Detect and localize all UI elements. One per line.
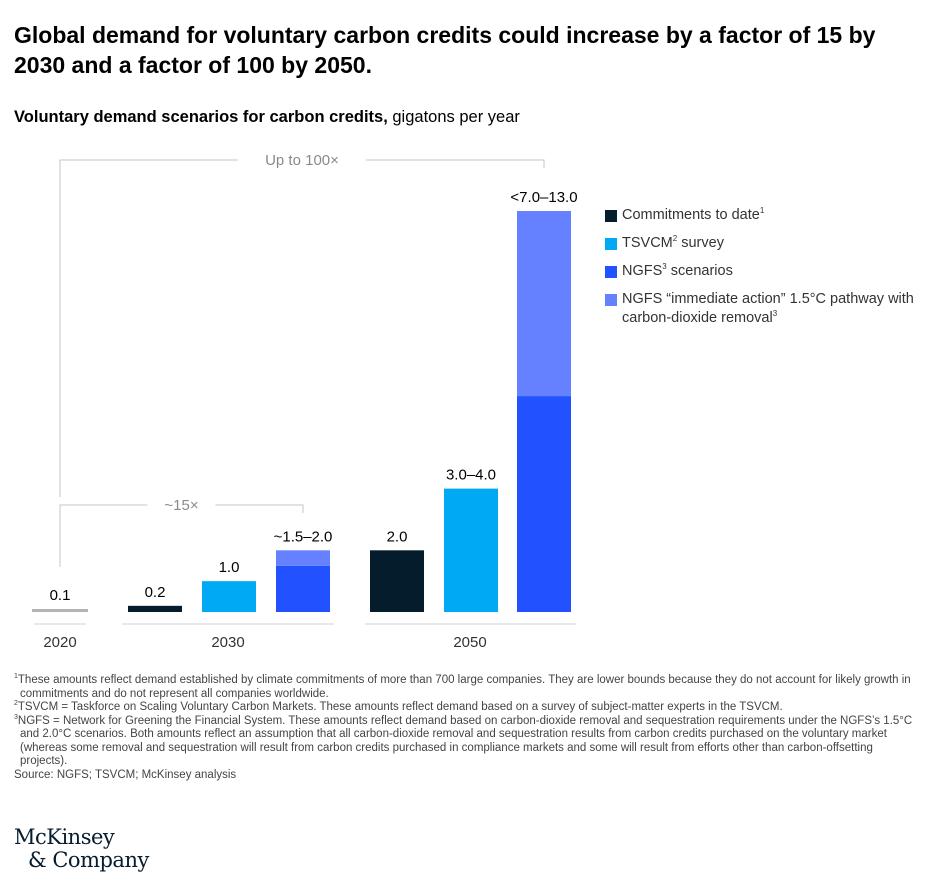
legend-footnote-marker: 1 <box>759 206 765 216</box>
bar-2050-ngfs_immediate <box>517 211 571 397</box>
legend-text-suffix: survey <box>677 235 724 251</box>
data-label-2020-baseline: 0.1 <box>50 587 71 604</box>
footnote-2: 2TSVCM = Taskforce on Scaling Voluntary … <box>14 700 914 715</box>
category-label-2050: 2050 <box>453 634 486 651</box>
data-label-2050-commitments: 2.0 <box>387 528 408 545</box>
category-label-2020: 2020 <box>43 634 76 651</box>
bar-2030-ngfs <box>276 565 330 612</box>
footnote-1-marker: 1 <box>14 673 18 681</box>
footnote-2-text: TSVCM = Taskforce on Scaling Voluntary C… <box>17 701 783 713</box>
footnote-3-text: NGFS = Network for Greening the Financia… <box>17 714 913 768</box>
footnote-1: 1These amounts reflect demand establishe… <box>14 673 914 701</box>
legend-swatch-ngfs_immediate <box>605 294 617 306</box>
bracket-1 <box>59 504 304 567</box>
data-label-2030-ngfs: ~1.5–2.0 <box>274 528 333 545</box>
legend-footnote-marker: 3 <box>772 309 778 319</box>
data-label-2030-commitments: 0.2 <box>145 584 166 601</box>
chart-subtitle: Voluntary demand scenarios for carbon cr… <box>14 108 520 127</box>
footnote-3: 3NGFS = Network for Greening the Financi… <box>14 713 914 769</box>
footnote-3-marker: 3 <box>14 713 18 721</box>
legend-item-tsvcm: TSVCM2 survey <box>605 234 925 253</box>
data-label-2030-tsvcm: 1.0 <box>219 559 240 576</box>
legend-swatch-tsvcm <box>605 238 617 250</box>
legend-text-commitments: Commitments to date <box>622 207 760 223</box>
bracket-label-0: Up to 100× <box>265 152 339 169</box>
legend-swatch-commitments <box>605 210 617 222</box>
bar-2050-tsvcm <box>444 488 498 612</box>
bar-2030-commitments <box>128 605 182 612</box>
legend-text-ngfs_immediate: NGFS “immediate action” 1.5°C pathway wi… <box>622 291 914 326</box>
legend-item-ngfs_immediate: NGFS “immediate action” 1.5°C pathway wi… <box>605 290 925 328</box>
bar-2050-commitments <box>370 550 424 612</box>
bar-2050-ngfs <box>517 396 571 612</box>
bar-2020-baseline <box>32 609 88 612</box>
category-label-2030: 2030 <box>211 634 244 651</box>
legend-item-ngfs: NGFS3 scenarios <box>605 262 925 281</box>
legend-footnote-marker: 2 <box>672 234 678 244</box>
subtitle-bold: Voluntary demand scenarios for carbon cr… <box>14 108 388 126</box>
logo-line-2: & Company <box>28 848 149 872</box>
footnote-2-marker: 2 <box>14 700 18 708</box>
footnotes: 1These amounts reflect demand establishe… <box>14 673 914 782</box>
source-note: Source: NGFS; TSVCM; McKinsey analysis <box>14 768 237 781</box>
bracket-0 <box>59 159 545 497</box>
legend-text-suffix: scenarios <box>666 263 733 279</box>
mckinsey-logo: McKinsey & Company <box>14 826 149 872</box>
bar-2030-ngfs_immediate <box>276 550 330 566</box>
data-label-2050-tsvcm: 3.0–4.0 <box>446 467 496 484</box>
legend-footnote-marker: 3 <box>662 262 667 272</box>
chart-legend: Commitments to date1 TSVCM2 survey NGFS3 s… <box>605 206 925 337</box>
legend-text-ngfs: NGFS <box>622 263 663 279</box>
bar-2030-tsvcm <box>202 581 256 612</box>
legend-swatch-ngfs <box>605 266 617 278</box>
bar-chart: 2020 0.1 2030 0.2 1.0 ~1.5–2.0 2050 2.0 3.0–4.0 <… <box>32 152 578 651</box>
footnote-1-text: These amounts reflect demand established… <box>17 674 911 700</box>
logo-line-1: McKinsey <box>14 825 115 849</box>
data-label-2050-ngfs: <7.0–13.0 <box>510 189 577 206</box>
legend-item-commitments: Commitments to date1 <box>605 206 925 225</box>
legend-text-tsvcm: TSVCM <box>622 235 673 251</box>
chart-headline: Global demand for voluntary carbon credi… <box>14 22 876 78</box>
bracket-label-1: ~15× <box>164 497 198 514</box>
subtitle-unit: gigatons per year <box>387 108 520 126</box>
